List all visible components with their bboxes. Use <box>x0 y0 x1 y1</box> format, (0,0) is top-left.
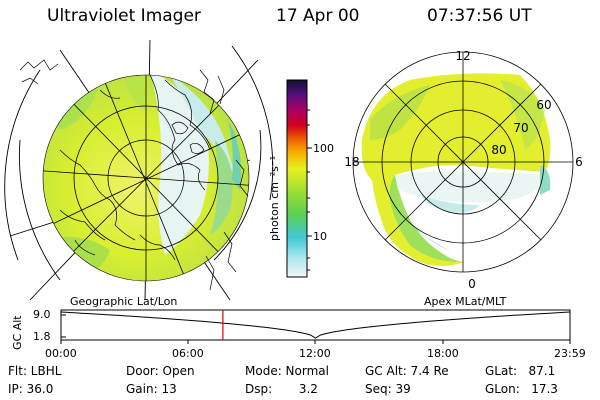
altitude-timeline: GC Alt 9.0 1.8 <box>11 308 571 350</box>
outer-coastlines <box>19 59 249 291</box>
info-glon: GLon: 17.3 <box>485 382 558 396</box>
timeline-x-tick-1200: 12:00 <box>299 347 331 360</box>
mlt-label-12: 12 <box>455 49 470 63</box>
mlat-label-70: 70 <box>513 121 528 135</box>
timeline-right-title: Apex MLat/MLT <box>424 295 507 308</box>
colorbar-tick-10: 10 <box>313 230 327 243</box>
colorbar-ticks <box>307 109 312 271</box>
mlt-label-6: 6 <box>575 155 583 169</box>
timeline-x-ticks <box>60 340 571 344</box>
mlat-grid <box>352 51 574 273</box>
timeline-y-tick-1-8: 1.8 <box>33 330 51 343</box>
mlat-label-60: 60 <box>536 98 551 112</box>
polar-image: 12 18 6 0 60 70 80 <box>344 49 582 291</box>
instrument-title: Ultraviolet Imager <box>47 6 201 26</box>
colorbar: 100 10 photon cm⁻²s⁻¹ <box>268 79 334 278</box>
info-ip: IP: 36.0 <box>8 382 54 396</box>
timeline-axis-label: GC Alt <box>11 315 24 350</box>
info-seq: Seq: 39 <box>365 382 411 396</box>
altitude-curve <box>60 311 571 339</box>
info-gcalt: GC Alt: 7.4 Re <box>365 364 449 378</box>
timeline-x-tick-2359: 23:59 <box>554 347 586 360</box>
date-label: 17 Apr 00 <box>276 6 360 26</box>
geo-grid <box>43 75 249 281</box>
geographic-image <box>4 39 274 301</box>
timeline-frame <box>60 309 571 341</box>
colorbar-unit-label: photon cm⁻²s⁻¹ <box>268 156 281 241</box>
timeline-x-tick-0000: 00:00 <box>45 347 77 360</box>
mlat-label-80: 80 <box>491 143 506 157</box>
mlt-label-0: 0 <box>468 277 476 291</box>
info-gain: Gain: 13 <box>126 382 177 396</box>
timeline-x-tick-0600: 06:00 <box>172 347 204 360</box>
info-door: Door: Open <box>126 364 195 378</box>
coastlines <box>59 75 211 261</box>
info-dsp: Dsp: 3.2 <box>245 382 318 396</box>
timeline-left-title: Geographic Lat/Lon <box>70 295 178 308</box>
info-flt: Flt: LBHL <box>8 364 62 378</box>
timeline-x-tick-1800: 18:00 <box>427 347 459 360</box>
time-label: 07:37:56 UT <box>427 6 532 26</box>
info-mode: Mode: Normal <box>245 364 329 378</box>
timeline-y-tick-9: 9.0 <box>33 308 51 321</box>
colorbar-tick-100: 100 <box>313 142 334 155</box>
info-glat: GLat: 87.1 <box>485 364 556 378</box>
mlt-label-18: 18 <box>344 155 359 169</box>
